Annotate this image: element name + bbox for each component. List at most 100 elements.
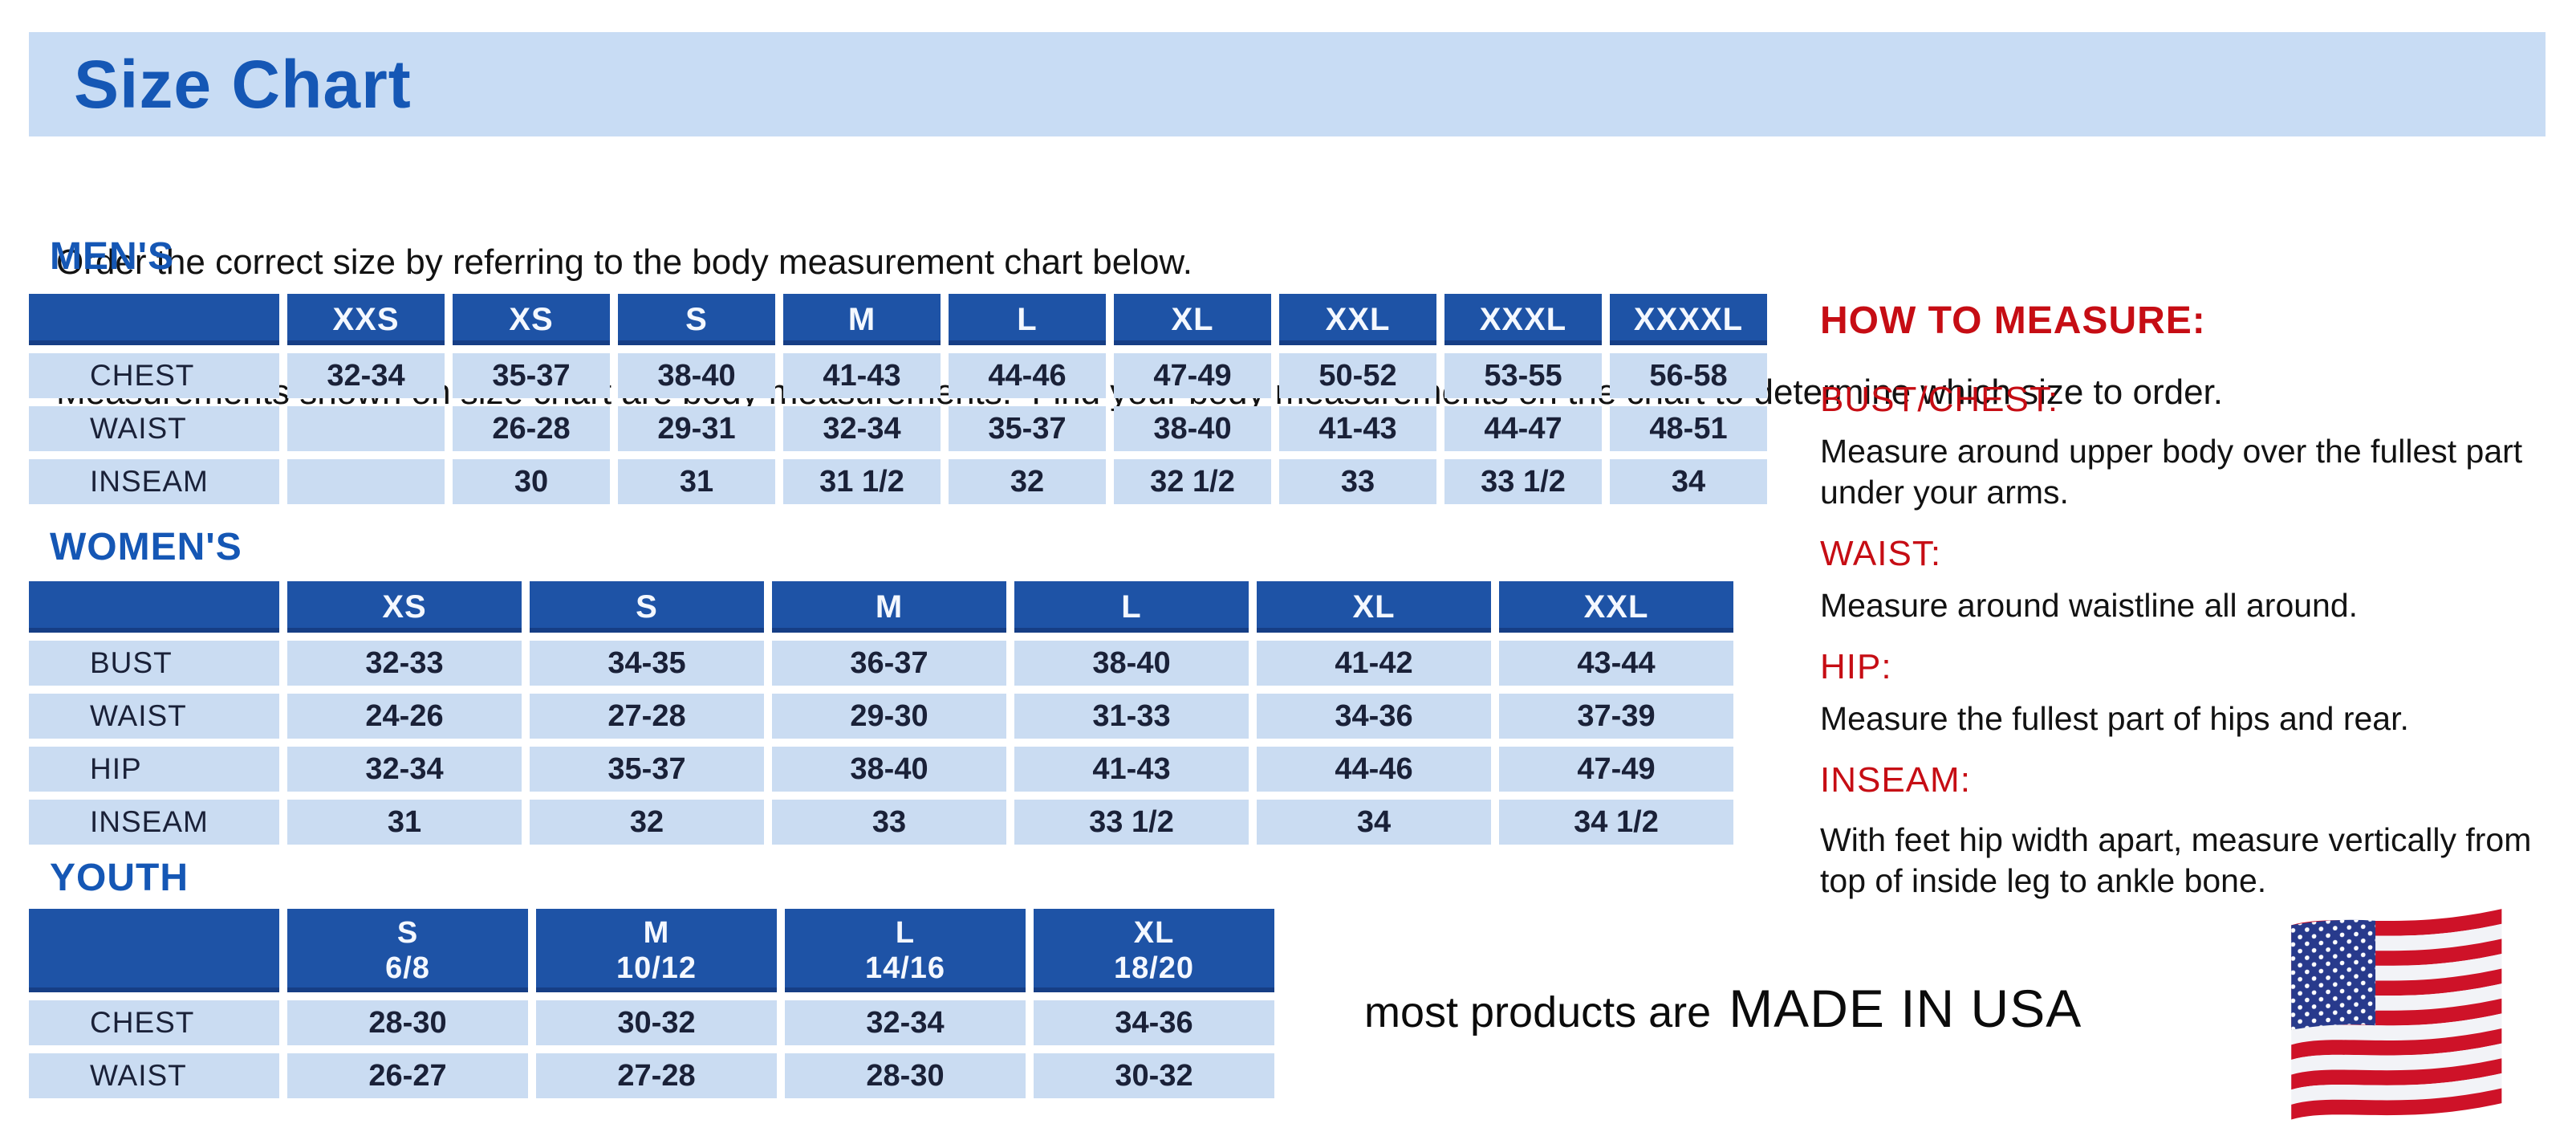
column-header: S 6/8 — [287, 909, 528, 992]
size-cell: 31 — [618, 459, 775, 504]
size-cell: 32 — [949, 459, 1106, 504]
size-cell: 44-46 — [1257, 747, 1491, 792]
size-cell: 28-30 — [785, 1053, 1026, 1098]
page-title: Size Chart — [74, 46, 412, 122]
how-to-measure-section: HOW TO MEASURE: BUST/CHEST: Measure aroun… — [1820, 299, 2542, 922]
size-cell: 38-40 — [772, 747, 1006, 792]
size-cell: 41-43 — [783, 353, 941, 398]
size-cell: 37-39 — [1499, 694, 1733, 739]
size-cell: 34-36 — [1257, 694, 1491, 739]
column-header: XS — [287, 581, 522, 633]
made-in-usa-text: MADE IN USA — [1729, 979, 2082, 1038]
size-cell: 33 — [772, 800, 1006, 845]
youth-section-heading: YOUTH — [50, 857, 189, 899]
size-cell: 31 — [287, 800, 522, 845]
size-cell: 32 1/2 — [1114, 459, 1271, 504]
mens-size-table: XXS XS S M L XL XXL XXXL XXXXL CHEST 32-34 35-37 38-… — [29, 294, 1767, 504]
us-flag-icon — [2279, 907, 2520, 1122]
size-cell: 34-36 — [1034, 1000, 1274, 1045]
size-cell: 34 1/2 — [1499, 800, 1733, 845]
size-cell: 32-34 — [783, 406, 941, 451]
measure-description: Measure the fullest part of hips and rea… — [1820, 700, 2409, 737]
measure-term: HIP: — [1820, 647, 1892, 686]
column-header: L — [949, 294, 1106, 345]
size-cell: 34 — [1610, 459, 1767, 504]
size-cell: 36-37 — [772, 641, 1006, 686]
measure-term: INSEAM: — [1820, 760, 1971, 800]
measure-term: BUST/CHEST: — [1820, 380, 2059, 419]
size-cell: 47-49 — [1114, 353, 1271, 398]
size-cell: 35-37 — [949, 406, 1106, 451]
column-header: L — [1014, 581, 1249, 633]
column-header: M — [772, 581, 1006, 633]
size-cell: 24-26 — [287, 694, 522, 739]
footer-prefix-text: most products are — [1364, 988, 1712, 1036]
column-header: XXL — [1279, 294, 1436, 345]
measure-description: Measure around upper body over the fulle… — [1820, 433, 2523, 511]
size-cell: 32-34 — [287, 747, 522, 792]
size-cell: 41-43 — [1014, 747, 1249, 792]
size-cell: 27-28 — [536, 1053, 777, 1098]
size-cell: 38-40 — [1014, 641, 1249, 686]
size-cell: 26-28 — [453, 406, 610, 451]
size-cell: 32-34 — [785, 1000, 1026, 1045]
size-cell: 43-44 — [1499, 641, 1733, 686]
size-cell: 31 1/2 — [783, 459, 941, 504]
column-header: XXXXL — [1610, 294, 1767, 345]
size-cell — [287, 459, 445, 504]
size-cell: 48-51 — [1610, 406, 1767, 451]
row-label: WAIST — [29, 406, 279, 451]
table-corner-cell — [29, 294, 279, 345]
table-corner-cell — [29, 581, 279, 633]
measure-description: With feet hip width apart, measure verti… — [1820, 821, 2532, 899]
size-cell: 35-37 — [453, 353, 610, 398]
size-cell: 33 1/2 — [1444, 459, 1602, 504]
row-label: INSEAM — [29, 800, 279, 845]
row-label: HIP — [29, 747, 279, 792]
size-cell: 38-40 — [618, 353, 775, 398]
measure-item: WAIST: Measure around waistline all aroun… — [1820, 534, 2542, 626]
measure-item: HIP: Measure the fullest part of hips and… — [1820, 647, 2542, 739]
size-cell: 34 — [1257, 800, 1491, 845]
size-cell: 30 — [453, 459, 610, 504]
row-label: INSEAM — [29, 459, 279, 504]
how-to-measure-heading: HOW TO MEASURE: — [1820, 299, 2206, 342]
size-cell: 30-32 — [536, 1000, 777, 1045]
size-cell: 33 — [1279, 459, 1436, 504]
row-label: BUST — [29, 641, 279, 686]
mens-section-heading: MEN'S — [50, 235, 175, 278]
size-cell: 47-49 — [1499, 747, 1733, 792]
size-cell: 32-33 — [287, 641, 522, 686]
size-cell: 31-33 — [1014, 694, 1249, 739]
measure-item: BUST/CHEST: Measure around upper body ove… — [1820, 380, 2542, 513]
table-corner-cell — [29, 909, 279, 992]
size-cell: 34-35 — [530, 641, 764, 686]
size-cell — [287, 406, 445, 451]
size-cell: 44-46 — [949, 353, 1106, 398]
size-cell: 29-31 — [618, 406, 775, 451]
row-label: CHEST — [29, 1000, 279, 1045]
size-cell: 26-27 — [287, 1053, 528, 1098]
youth-size-table: S 6/8 M 10/12 L 14/16 XL 18/20 CHEST 28-30 30-… — [29, 909, 1274, 1098]
size-cell: 38-40 — [1114, 406, 1271, 451]
column-header: S — [618, 294, 775, 345]
size-cell: 53-55 — [1444, 353, 1602, 398]
size-cell: 30-32 — [1034, 1053, 1274, 1098]
column-header: XXS — [287, 294, 445, 345]
measure-term: WAIST: — [1820, 534, 1942, 573]
size-cell: 56-58 — [1610, 353, 1767, 398]
size-cell: 28-30 — [287, 1000, 528, 1045]
column-header: XS — [453, 294, 610, 345]
row-label: WAIST — [29, 694, 279, 739]
column-header: XL — [1257, 581, 1491, 633]
size-cell: 41-42 — [1257, 641, 1491, 686]
measure-item: INSEAM: With feet hip width apart, measur… — [1820, 760, 2542, 902]
row-label: WAIST — [29, 1053, 279, 1098]
size-cell: 29-30 — [772, 694, 1006, 739]
size-cell: 27-28 — [530, 694, 764, 739]
column-header: M 10/12 — [536, 909, 777, 992]
row-label: CHEST — [29, 353, 279, 398]
size-cell: 32 — [530, 800, 764, 845]
womens-size-table: XS S M L XL XXL BUST 32-33 34-35 36-37 38-40 41-42 4… — [29, 581, 1733, 845]
